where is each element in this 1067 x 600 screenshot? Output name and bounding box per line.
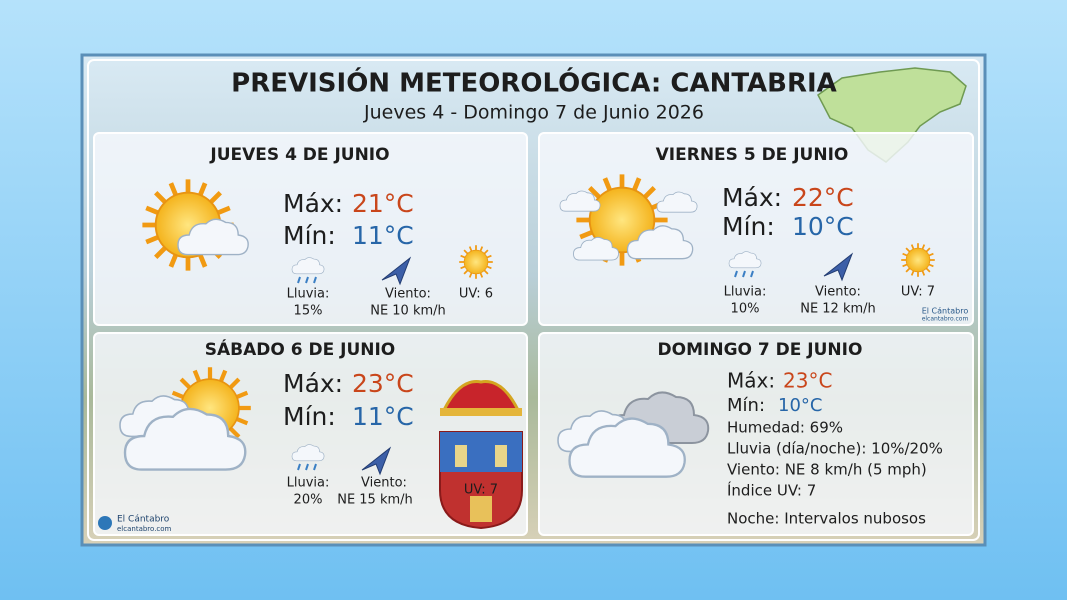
- uv: UV: 7: [901, 285, 935, 300]
- brand-logo: [98, 516, 112, 530]
- uv: UV: 7: [464, 483, 498, 498]
- min-label: Mín:: [283, 221, 336, 250]
- uv: UV: 6: [459, 287, 493, 302]
- uv-icon: [900, 242, 936, 278]
- max-temp: 23°C: [783, 369, 832, 393]
- detail: Humedad: 69%: [727, 419, 843, 437]
- max-temp: 21°C: [352, 189, 414, 218]
- wind-value: NE 10 km/h: [370, 304, 446, 319]
- detail: Lluvia (día/noche): 10%/20%: [727, 440, 943, 458]
- rain-value: 10%: [731, 302, 760, 317]
- min-label: Mín:: [722, 212, 775, 241]
- day-title: SÁBADO 6 DE JUNIO: [205, 338, 396, 360]
- wind-value: NE 12 km/h: [800, 302, 876, 317]
- rain-label: Lluvia:: [287, 476, 330, 491]
- day-panel: [538, 132, 974, 326]
- max-label: Máx:: [283, 369, 343, 398]
- subtitle: Jueves 4 - Domingo 7 de Junio 2026: [363, 102, 704, 124]
- brand-site: elcantabro.com: [922, 316, 969, 323]
- wind-label: Viento:: [361, 476, 407, 491]
- rain-label: Lluvia:: [287, 287, 330, 302]
- rain-value: 15%: [294, 304, 323, 319]
- day-panel: [93, 132, 528, 326]
- brand-name: El Cántabro: [922, 307, 969, 316]
- rain-label: Lluvia:: [724, 285, 767, 300]
- wind-label: Viento:: [385, 287, 431, 302]
- max-temp: 23°C: [352, 369, 414, 398]
- detail: Viento: NE 8 km/h (5 mph): [727, 461, 927, 479]
- brand-name: El Cántabro: [117, 515, 170, 525]
- coat-of-arms: [439, 380, 523, 530]
- min-temp: 10°C: [778, 395, 822, 416]
- min-temp: 11°C: [352, 402, 414, 431]
- min-temp: 10°C: [792, 212, 854, 241]
- min-label: Mín:: [283, 402, 336, 431]
- max-label: Máx:: [722, 183, 782, 212]
- rain-value: 20%: [294, 493, 323, 508]
- min-temp: 11°C: [352, 221, 414, 250]
- max-label: Máx:: [727, 369, 775, 393]
- day-panel: [538, 332, 974, 536]
- max-label: Máx:: [283, 189, 343, 218]
- wind-value: NE 15 km/h: [337, 493, 413, 508]
- uv-icon: [458, 244, 494, 280]
- frame-inner: [87, 59, 980, 541]
- day-title: DOMINGO 7 DE JUNIO: [658, 340, 863, 360]
- max-temp: 22°C: [792, 183, 854, 212]
- detail: Índice UV: 7: [727, 481, 816, 500]
- brand-site: elcantabro.com: [117, 525, 172, 533]
- title: PREVISIÓN METEOROLÓGICA: CANTABRIA: [231, 67, 837, 99]
- day-title: VIERNES 5 DE JUNIO: [656, 145, 849, 165]
- night-forecast: Noche: Intervalos nubosos: [727, 510, 926, 528]
- wind-label: Viento:: [815, 285, 861, 300]
- min-label: Mín:: [727, 395, 765, 416]
- day-title: JUEVES 4 DE JUNIO: [209, 145, 389, 165]
